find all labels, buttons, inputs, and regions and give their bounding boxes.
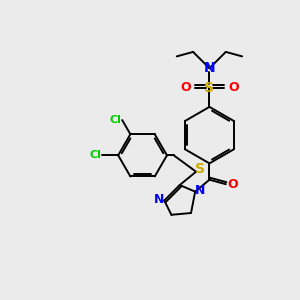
Text: S: S: [195, 162, 205, 176]
Text: O: O: [228, 81, 238, 94]
Text: N: N: [195, 184, 206, 196]
Text: Cl: Cl: [89, 150, 101, 161]
Text: O: O: [227, 178, 238, 191]
Text: O: O: [180, 81, 191, 94]
Text: N: N: [154, 193, 164, 206]
Text: S: S: [204, 81, 214, 94]
Text: N: N: [204, 61, 215, 75]
Text: Cl: Cl: [110, 115, 122, 125]
